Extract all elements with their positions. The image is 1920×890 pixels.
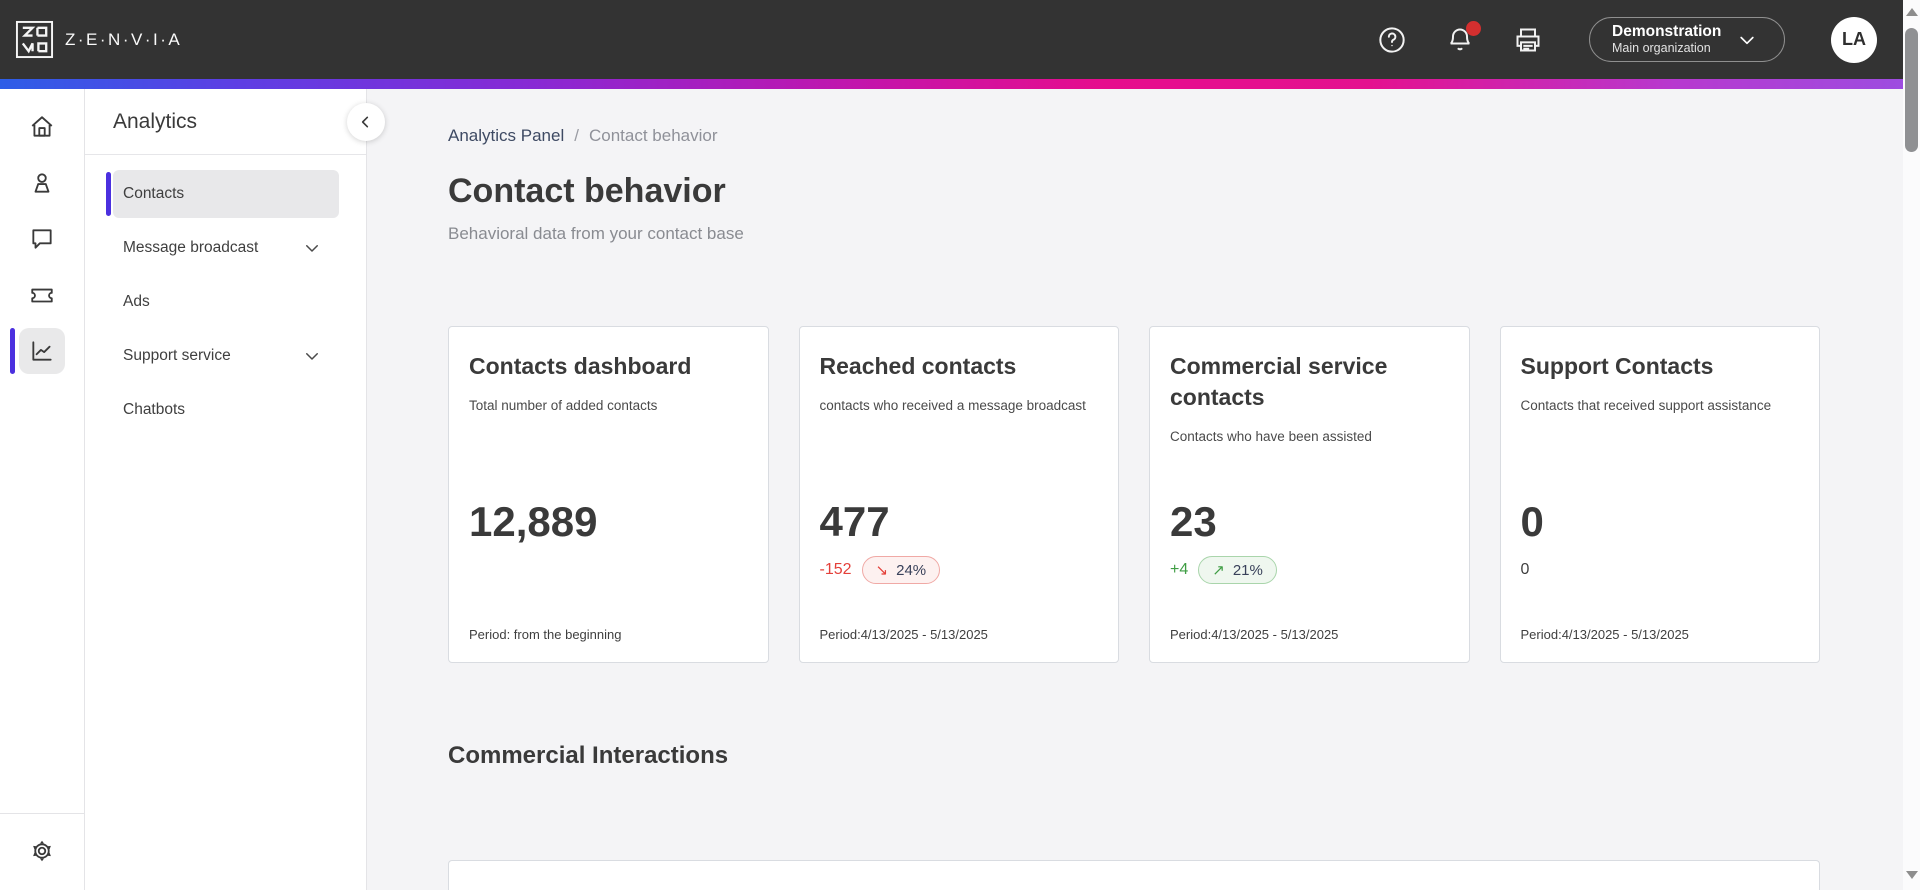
icon-rail bbox=[0, 89, 85, 890]
commercial-interactions-card bbox=[448, 860, 1820, 890]
organization-switcher[interactable]: Demonstration Main organization bbox=[1589, 17, 1785, 62]
kpi-card-description: Total number of added contacts bbox=[469, 398, 658, 414]
sidebar-item-ads[interactable]: Ads bbox=[113, 278, 339, 326]
chat-icon bbox=[32, 229, 52, 249]
kpi-card-delta-row: 0 bbox=[1521, 553, 1800, 587]
brand-gradient-bar bbox=[0, 79, 1903, 89]
sidebar-item-label: Support service bbox=[123, 347, 231, 364]
kpi-card-value: 477 bbox=[819, 498, 890, 545]
printer-icon bbox=[1516, 28, 1540, 51]
kpi-card-delta-row: -152 ↘ 24% bbox=[820, 553, 1099, 587]
sidebar-item-support-service[interactable]: Support service bbox=[113, 332, 339, 380]
zenvia-logo[interactable]: Z·E·N·V·I·A bbox=[15, 20, 182, 59]
kpi-card-percent: 21% bbox=[1232, 561, 1263, 579]
kpi-card: Support Contacts Contacts that received … bbox=[1499, 326, 1820, 663]
rail-item-conversations[interactable] bbox=[0, 211, 84, 267]
zenvia-logo-icon bbox=[15, 20, 54, 59]
sidebar-title: Analytics bbox=[113, 109, 198, 133]
page-subtitle: Behavioral data from your contact base bbox=[448, 224, 744, 243]
kpi-card-title: Commercial service contacts bbox=[1170, 353, 1388, 411]
kpi-card-value: 12,889 bbox=[469, 498, 598, 545]
home-icon bbox=[31, 116, 53, 137]
trend-arrow-icon: ↗ bbox=[1212, 562, 1225, 580]
help-button[interactable] bbox=[1377, 25, 1407, 55]
ticket-icon bbox=[31, 288, 53, 303]
page-title: Contact behavior bbox=[448, 172, 726, 210]
main-content: Analytics Panel / Contact behavior Conta… bbox=[367, 89, 1903, 890]
kpi-card-delta: -152 bbox=[819, 561, 852, 579]
kpi-card-description: Contacts who have been assisted bbox=[1170, 429, 1372, 445]
trend-arrow-icon: ↘ bbox=[875, 562, 889, 580]
settings-button[interactable] bbox=[29, 838, 55, 864]
sidebar-item-label: Contacts bbox=[123, 185, 185, 202]
kpi-card-title: Reached contacts bbox=[819, 353, 1017, 379]
kpi-card-period: Period:4/13/2025 - 5/13/2025 bbox=[819, 627, 988, 642]
rail-item-contacts[interactable] bbox=[0, 155, 84, 211]
sidebar-item-chatbots[interactable]: Chatbots bbox=[113, 386, 339, 434]
chart-icon bbox=[32, 341, 52, 361]
kpi-card: Commercial service contacts Contacts who… bbox=[1149, 326, 1470, 663]
sidebar-collapse-button[interactable] bbox=[347, 103, 385, 141]
kpi-cards-row: Contacts dashboard Total number of added… bbox=[448, 326, 1820, 663]
sidebar-item-contacts[interactable]: Contacts bbox=[106, 170, 339, 218]
breadcrumb-analytics-panel[interactable]: Analytics Panel bbox=[448, 126, 565, 145]
kpi-card-description: contacts who received a message broadcas… bbox=[819, 398, 1086, 414]
bell-icon bbox=[1450, 28, 1470, 50]
sidebar-item-label: Ads bbox=[123, 293, 150, 310]
kpi-card-delta: 0 bbox=[1520, 561, 1530, 579]
kpi-card-delta-row: +4 ↗ 21% bbox=[1170, 553, 1449, 587]
kpi-card-percent-badge: ↘ 24% bbox=[861, 556, 941, 585]
organization-sub: Main organization bbox=[1612, 41, 1711, 56]
kpi-card-delta: +4 bbox=[1170, 561, 1189, 579]
person-icon bbox=[34, 173, 50, 193]
sidebar-item-label: Chatbots bbox=[123, 401, 186, 418]
zenvia-logo-text: Z·E·N·V·I·A bbox=[65, 29, 183, 49]
rail-item-tickets[interactable] bbox=[0, 267, 84, 323]
breadcrumb-current: Contact behavior bbox=[588, 126, 718, 145]
chevron-down-icon bbox=[303, 347, 321, 365]
print-button[interactable] bbox=[1513, 25, 1543, 55]
chevron-down-icon bbox=[1740, 36, 1755, 44]
kpi-card-period: Period:4/13/2025 - 5/13/2025 bbox=[1170, 627, 1339, 642]
section-title: Commercial Interactions bbox=[448, 742, 729, 769]
kpi-card-description: Contacts that received support assistanc… bbox=[1520, 398, 1772, 414]
top-bar: Z·E·N·V·I·A bbox=[0, 0, 1903, 79]
scrollbar-up-arrow[interactable] bbox=[1903, 5, 1920, 19]
kpi-card-period: Period:4/13/2025 - 5/13/2025 bbox=[1520, 627, 1689, 642]
kpi-card-value: 0 bbox=[1520, 498, 1544, 545]
gear-icon bbox=[33, 840, 51, 862]
scrollbar-thumb[interactable] bbox=[1905, 28, 1918, 152]
kpi-card: Contacts dashboard Total number of added… bbox=[448, 326, 769, 663]
chevron-left-icon bbox=[361, 116, 369, 128]
sidebar-menu: Contacts Message broadcast Ads Support s… bbox=[85, 155, 366, 440]
scrollbar-down-arrow[interactable] bbox=[1903, 868, 1920, 882]
notification-badge bbox=[1466, 20, 1481, 36]
sidebar-item-message-broadcast[interactable]: Message broadcast bbox=[113, 224, 339, 272]
breadcrumb-separator: / bbox=[574, 126, 579, 145]
rail-item-analytics[interactable] bbox=[0, 323, 84, 379]
rail-item-home[interactable] bbox=[0, 99, 84, 155]
help-icon bbox=[1379, 26, 1405, 53]
analytics-sidebar: Analytics Contacts Message broadcast Ads… bbox=[85, 89, 385, 890]
organization-name: Demonstration bbox=[1612, 23, 1722, 40]
page-scrollbar[interactable] bbox=[1903, 0, 1920, 890]
breadcrumb: Analytics Panel / Contact behavior bbox=[448, 126, 1820, 146]
sidebar-item-label: Message broadcast bbox=[123, 239, 259, 256]
user-avatar[interactable]: LA bbox=[1831, 16, 1877, 63]
kpi-card-delta-row bbox=[469, 553, 748, 587]
kpi-card-value: 23 bbox=[1170, 498, 1217, 545]
kpi-card-title: Support Contacts bbox=[1520, 353, 1714, 379]
notifications-button[interactable] bbox=[1445, 20, 1481, 55]
rail-divider bbox=[0, 813, 84, 814]
kpi-card: Reached contacts contacts who received a… bbox=[798, 326, 1119, 663]
kpi-card-period: Period: from the beginning bbox=[469, 627, 622, 642]
kpi-card-percent-badge: ↗ 21% bbox=[1198, 556, 1277, 585]
kpi-card-percent: 24% bbox=[896, 561, 927, 579]
chevron-down-icon bbox=[303, 239, 321, 257]
kpi-card-title: Contacts dashboard bbox=[469, 353, 692, 379]
